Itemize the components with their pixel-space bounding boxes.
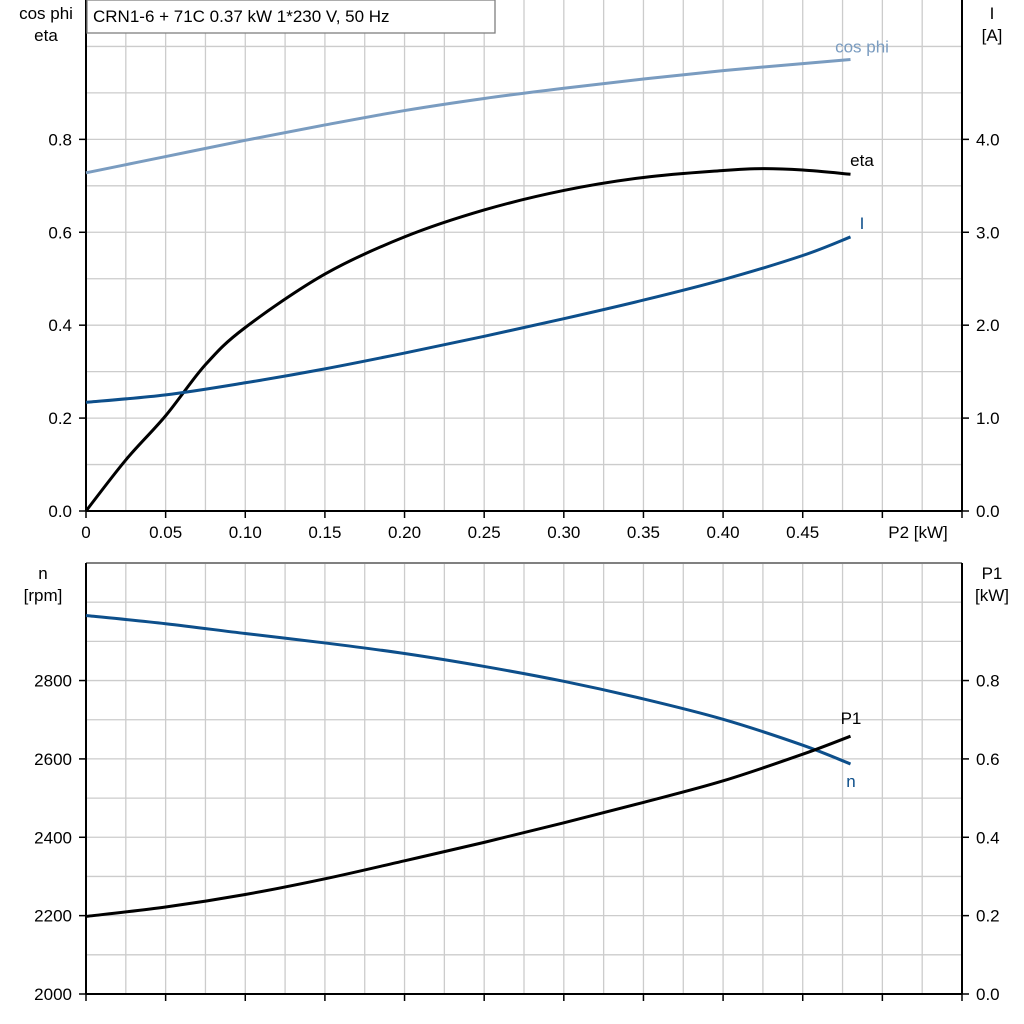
x-tick-label: 0.15 [308, 523, 341, 542]
y-tick-label-left: 0.0 [48, 502, 72, 521]
y-tick-label-left: 0.8 [48, 130, 72, 149]
y-tick-label-left: 2400 [34, 828, 72, 847]
x-tick-label: 0.05 [149, 523, 182, 542]
y-axis-label-right: [A] [982, 26, 1003, 45]
y-tick-label-right: 0.8 [976, 672, 1000, 691]
x-tick-label: 0.40 [707, 523, 740, 542]
y-tick-label-left: 2600 [34, 750, 72, 769]
y-tick-label-left: 0.4 [48, 316, 72, 335]
series-line-cos-phi [85, 57, 851, 175]
series-line-eta [84, 167, 851, 512]
series-line-p1 [85, 734, 852, 918]
series-label-cos-phi: cos phi [835, 37, 889, 56]
x-tick-label: 0.10 [229, 523, 262, 542]
series-label-eta: eta [850, 151, 874, 170]
series-line-n [85, 614, 852, 766]
x-tick-label: 0.20 [388, 523, 421, 542]
x-tick-label: 0.30 [547, 523, 580, 542]
series-label-p1: P1 [841, 709, 862, 728]
y-tick-label-left: 2000 [34, 985, 72, 1004]
x-tick-label: 0.45 [786, 523, 819, 542]
y-axis-label-left: [rpm] [24, 586, 63, 605]
y-tick-label-left: 2800 [34, 672, 72, 691]
x-axis-label: P2 [kW] [888, 523, 948, 542]
series-label-n: n [846, 772, 855, 791]
chart-panel-1: 0 0.05 0.10 0.15 0.20 0.25 0.30 0.35 0.40 0.45 P2 … [19, 0, 1002, 542]
y-tick-label-left: 0.2 [48, 409, 72, 428]
chart-panel-2: 2000 2200 2400 2600 2800 0.0 0.2 0.4 0.6 0.8 n [rpm… [24, 562, 1009, 1004]
x-tick-label: 0 [81, 523, 90, 542]
series-label-i: I [860, 214, 865, 233]
y-axis-label-right: I [990, 4, 995, 23]
x-tick-label: 0.35 [627, 523, 660, 542]
y-tick-label-left: 0.6 [48, 223, 72, 242]
series-line-i [85, 235, 852, 404]
y-tick-label-right: 0.0 [976, 985, 1000, 1004]
title-box [86, 0, 496, 34]
y-axis-label-right: P1 [982, 564, 1003, 583]
y-tick-label-right: 1.0 [976, 409, 1000, 428]
y-tick-label-right: 0.4 [976, 828, 1000, 847]
y-tick-label-right: 3.0 [976, 223, 1000, 242]
y-tick-label-left: 2200 [34, 907, 72, 926]
chart-title: CRN1-6 + 71C 0.37 kW 1*230 V, 50 Hz [93, 7, 390, 26]
y-axis-label-left: eta [34, 26, 58, 45]
y-tick-label-right: 0.6 [976, 750, 1000, 769]
y-tick-label-right: 2.0 [976, 316, 1000, 335]
y-tick-label-right: 4.0 [976, 130, 1000, 149]
y-axis-label-left: cos phi [19, 4, 73, 23]
y-tick-label-right: 0.2 [976, 907, 1000, 926]
x-tick-label: 0.25 [468, 523, 501, 542]
y-axis-label-right: [kW] [975, 586, 1009, 605]
y-tick-label-right: 0.0 [976, 502, 1000, 521]
y-axis-label-left: n [38, 564, 47, 583]
